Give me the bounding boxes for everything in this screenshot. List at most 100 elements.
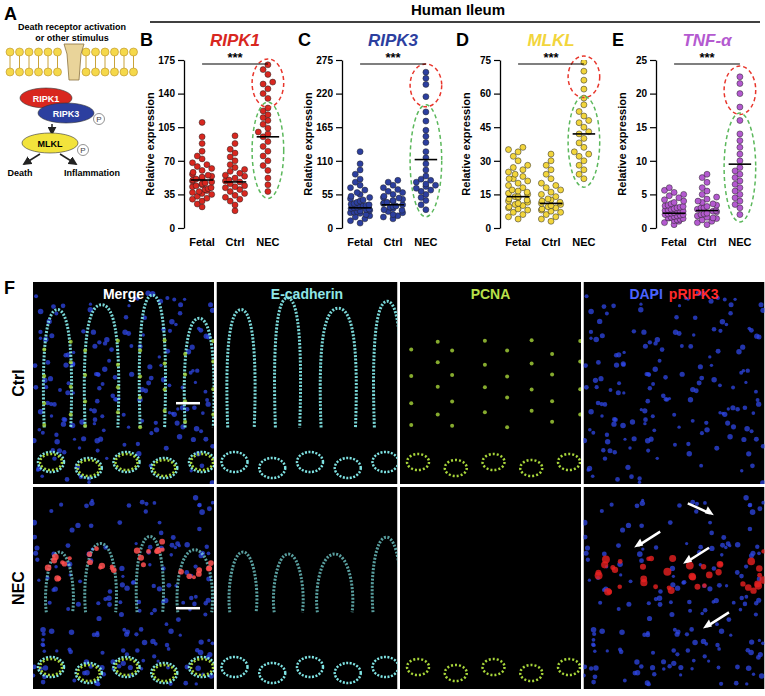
nucleus [743, 602, 748, 607]
chart-title: RIPK3 [368, 31, 419, 50]
data-point [204, 162, 210, 168]
pcna-signal [450, 400, 454, 404]
data-point [671, 199, 677, 205]
nucleus [708, 521, 712, 525]
data-point [666, 185, 672, 191]
nucleus [622, 391, 625, 394]
nucleus [203, 612, 207, 616]
crypt [222, 452, 248, 472]
lipid-head [111, 48, 119, 56]
nucleus [693, 315, 698, 320]
data-point [505, 182, 511, 188]
nucleus [735, 570, 740, 575]
nucleus [750, 463, 755, 468]
nucleus [601, 448, 605, 452]
nucleus [761, 444, 765, 449]
nucleus [754, 334, 759, 339]
y-tick: 15 [480, 189, 500, 200]
nucleus [754, 601, 758, 605]
pripk3-signal [702, 583, 707, 588]
pcna-signal [505, 375, 509, 379]
data-point [515, 149, 521, 155]
data-point [520, 144, 526, 150]
nucleus [676, 629, 681, 634]
nucleus [619, 629, 624, 634]
nucleus [716, 349, 721, 354]
nucleus [758, 652, 763, 657]
protein-node [22, 133, 78, 153]
villus-outline [85, 543, 117, 612]
nucleus [586, 468, 590, 472]
y-tick-label: 15 [480, 189, 492, 200]
nucleus [652, 672, 656, 676]
data-point [548, 218, 554, 224]
pripk3-signal [155, 547, 162, 554]
data-point [265, 189, 271, 195]
pcna-signal [550, 352, 554, 356]
nucleus [584, 363, 588, 368]
nucleus [702, 584, 706, 588]
nucleus [127, 503, 132, 508]
nucleus [754, 612, 758, 616]
pcna-signal [436, 385, 440, 389]
nucleus [89, 303, 92, 306]
y-tick: 25 [636, 55, 656, 66]
pcna-signal [42, 348, 46, 352]
nucleus [150, 612, 154, 616]
nucleus [589, 666, 593, 670]
pripk3-signal [663, 568, 671, 576]
crypt-pcna [191, 454, 213, 470]
crypt-pcna [40, 454, 62, 470]
nucleus [642, 408, 647, 413]
x-tick: NEC [728, 236, 751, 248]
lipid-head [92, 48, 100, 56]
chart-title: MLKL [527, 31, 574, 50]
pripk3-signal [207, 566, 212, 571]
nucleus [632, 329, 636, 333]
nucleus [81, 436, 86, 441]
data-point [548, 158, 554, 164]
nucleus [725, 421, 730, 426]
micrograph [400, 282, 581, 484]
data-point [515, 200, 521, 206]
nucleus [652, 428, 656, 432]
y-tick-mark [494, 228, 500, 229]
lipid-head [82, 48, 90, 56]
x-tick-label: Ctrl [698, 236, 717, 248]
data-point [423, 127, 429, 133]
nucleus [176, 617, 181, 622]
crypt [335, 663, 361, 683]
y-tick-mark [336, 161, 342, 162]
pcna-signal [163, 361, 167, 365]
crypt [222, 657, 248, 677]
data-point [199, 134, 205, 140]
micrograph-background [33, 282, 214, 484]
villus-outline [229, 552, 257, 612]
villus-outline [184, 318, 214, 427]
nucleus [653, 341, 657, 345]
pripk3-signal [206, 566, 212, 572]
pripk3-signal [669, 555, 676, 562]
villus-outline [275, 298, 301, 428]
nucleus [595, 385, 599, 389]
nucleus [127, 425, 130, 428]
nucleus [592, 632, 596, 636]
nucleus [93, 417, 98, 422]
crypt [189, 657, 214, 677]
nucleus [617, 607, 621, 611]
nucleus [51, 588, 55, 592]
nucleus [699, 464, 703, 468]
data-point [423, 75, 429, 81]
nucleus [211, 642, 214, 646]
nucleus [33, 551, 38, 556]
nucleus [103, 597, 107, 601]
pripk3-signal [159, 539, 165, 545]
nucleus [629, 579, 633, 583]
data-point [260, 143, 266, 149]
nucleus [121, 661, 126, 666]
nucleus [687, 600, 692, 605]
nucleus [113, 375, 118, 380]
nucleus [585, 545, 590, 550]
lipid-tail [86, 54, 87, 70]
pcna-signal [578, 387, 581, 391]
